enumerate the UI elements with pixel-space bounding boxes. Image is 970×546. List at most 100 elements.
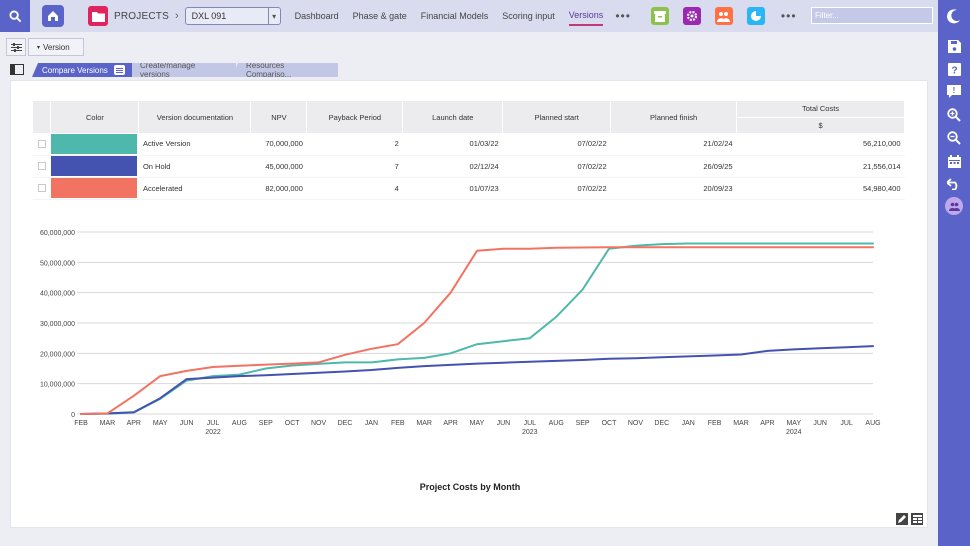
x-tick-label: APR bbox=[127, 420, 141, 427]
version-label: Version bbox=[43, 42, 70, 52]
color-swatch bbox=[50, 156, 137, 176]
row-checkbox-cell bbox=[33, 155, 51, 178]
cell-start: 07/02/22 bbox=[502, 133, 611, 156]
project-costs-line-chart: 0 10,000,000 20,000,000 30,000,000 40,000,00… bbox=[40, 230, 881, 436]
color-swatch-cell bbox=[50, 155, 139, 178]
users-icon[interactable] bbox=[945, 197, 963, 215]
x-year-label: 2024 bbox=[786, 429, 802, 436]
cell-payback: 2 bbox=[306, 133, 403, 156]
home-icon[interactable] bbox=[42, 5, 64, 27]
table-row[interactable]: Accelerated 82,000,000 4 01/07/23 07/02/22 20… bbox=[33, 177, 905, 200]
column-header-planned-finish: Planned finish bbox=[610, 101, 738, 133]
x-tick-label: JUL bbox=[207, 420, 220, 427]
comments-icon[interactable]: ! bbox=[946, 84, 962, 100]
cell-start: 07/02/22 bbox=[502, 155, 611, 178]
row-checkbox-cell bbox=[33, 177, 51, 200]
x-tick-label: SEP bbox=[576, 420, 590, 427]
team-icon[interactable] bbox=[714, 7, 733, 25]
settings-gear-icon[interactable] bbox=[682, 7, 701, 25]
subtab-compare-versions[interactable]: Compare Versions bbox=[32, 63, 132, 77]
x-tick-label: JUN bbox=[813, 420, 827, 427]
x-tick-label: JUN bbox=[497, 420, 511, 427]
projects-folder-icon[interactable] bbox=[88, 6, 108, 26]
row-checkbox[interactable] bbox=[37, 139, 46, 148]
tab-phase-gate[interactable]: Phase & gate bbox=[352, 11, 407, 21]
sliders-icon bbox=[10, 42, 22, 52]
project-select[interactable]: DXL 091 ▾ bbox=[184, 7, 281, 25]
column-header-npv: NPV bbox=[250, 101, 308, 133]
x-tick-label: JUL bbox=[840, 420, 853, 427]
total-costs-label: Total Costs bbox=[801, 104, 840, 114]
row-checkbox-cell bbox=[33, 133, 51, 156]
tab-versions[interactable]: Versions bbox=[568, 6, 604, 26]
pie-chart-icon[interactable] bbox=[746, 7, 765, 25]
projects-label[interactable]: PROJECTS bbox=[114, 10, 169, 22]
project-select-value: DXL 091 bbox=[191, 11, 227, 21]
x-tick-label: OCT bbox=[602, 420, 618, 427]
chevron-right-icon: › bbox=[174, 10, 179, 22]
x-tick-label: APR bbox=[760, 420, 774, 427]
caret-down-icon: ▾ bbox=[37, 44, 41, 51]
x-tick-label: MAY bbox=[786, 420, 801, 427]
versions-table: Color Version documentation NPV Payback … bbox=[33, 101, 905, 200]
x-tick-label: OCT bbox=[285, 420, 301, 427]
x-tick-label: JAN bbox=[365, 420, 378, 427]
more-tabs-icon[interactable]: ••• bbox=[615, 9, 631, 23]
zoom-out-icon[interactable] bbox=[946, 130, 962, 146]
calendar-icon[interactable] bbox=[946, 153, 962, 169]
edit-pencil-icon[interactable] bbox=[896, 513, 908, 525]
x-tick-label: JUN bbox=[180, 420, 194, 427]
y-tick-label: 50,000,000 bbox=[40, 260, 75, 267]
column-header-launch-date: Launch date bbox=[402, 101, 504, 133]
moon-icon[interactable] bbox=[946, 8, 962, 24]
version-dropdown[interactable]: ▾ Version bbox=[28, 38, 84, 56]
select-column-header bbox=[33, 101, 52, 133]
chart-title: Project Costs by Month bbox=[419, 482, 521, 492]
save-icon[interactable] bbox=[946, 38, 962, 54]
tab-financial-models[interactable]: Financial Models bbox=[420, 11, 489, 21]
chevron-down-icon: ▾ bbox=[267, 8, 280, 24]
tab-dashboard[interactable]: Dashboard bbox=[294, 11, 339, 21]
y-tick-label: 30,000,000 bbox=[40, 321, 75, 328]
cell-start: 07/02/22 bbox=[502, 177, 611, 200]
search-icon[interactable] bbox=[0, 0, 30, 32]
y-tick-label: 60,000,000 bbox=[40, 230, 75, 237]
column-header-total-costs: Total Costs $ bbox=[736, 101, 905, 134]
table-row[interactable]: Active Version 70,000,000 2 01/03/22 07/02/2… bbox=[33, 133, 905, 156]
cell-finish: 21/02/24 bbox=[610, 133, 737, 156]
table-body: Active Version 70,000,000 2 01/03/22 07/02/2… bbox=[33, 133, 905, 200]
x-tick-label: AUG bbox=[232, 420, 247, 427]
panel-toggle-icon[interactable] bbox=[10, 64, 24, 75]
table-row[interactable]: On Hold 45,000,000 7 02/12/24 07/02/22 26/09/… bbox=[33, 155, 905, 178]
subtab-resources-comparison[interactable]: Resources Compariso... bbox=[232, 63, 338, 77]
help-icon[interactable]: ? bbox=[946, 61, 962, 77]
cell-total: 21,556,014 bbox=[736, 155, 905, 178]
x-tick-label: JUL bbox=[524, 420, 537, 427]
cell-npv: 82,000,000 bbox=[250, 177, 307, 200]
archive-icon[interactable] bbox=[650, 7, 669, 25]
list-icon[interactable] bbox=[114, 65, 125, 75]
cell-payback: 4 bbox=[306, 177, 403, 200]
y-tick-label: 20,000,000 bbox=[40, 351, 75, 358]
column-header-color: Color bbox=[50, 101, 140, 133]
x-year-label: 2023 bbox=[522, 429, 538, 436]
undo-icon[interactable] bbox=[946, 176, 962, 192]
right-sidebar: ? ! bbox=[938, 0, 970, 546]
subtab-create-manage-versions[interactable]: Create/manage versions bbox=[126, 63, 236, 77]
cell-finish: 20/09/23 bbox=[610, 177, 737, 200]
main-panel: Color Version documentation NPV Payback … bbox=[10, 80, 928, 528]
cell-launch: 01/03/22 bbox=[402, 133, 503, 156]
tab-scoring-input[interactable]: Scoring input bbox=[502, 11, 555, 21]
table-view-icon[interactable] bbox=[911, 513, 923, 525]
total-costs-unit: $ bbox=[737, 116, 904, 134]
series-line bbox=[80, 242, 874, 415]
more-apps-icon[interactable]: ••• bbox=[780, 9, 797, 23]
x-tick-label: MAR bbox=[100, 420, 116, 427]
zoom-in-icon[interactable] bbox=[946, 107, 962, 123]
filter-settings-button[interactable] bbox=[6, 38, 26, 56]
filter-input[interactable]: Filter... bbox=[811, 7, 933, 24]
x-tick-label: JAN bbox=[682, 420, 695, 427]
series-line bbox=[80, 246, 874, 415]
row-checkbox[interactable] bbox=[37, 162, 46, 170]
row-checkbox[interactable] bbox=[37, 184, 46, 192]
